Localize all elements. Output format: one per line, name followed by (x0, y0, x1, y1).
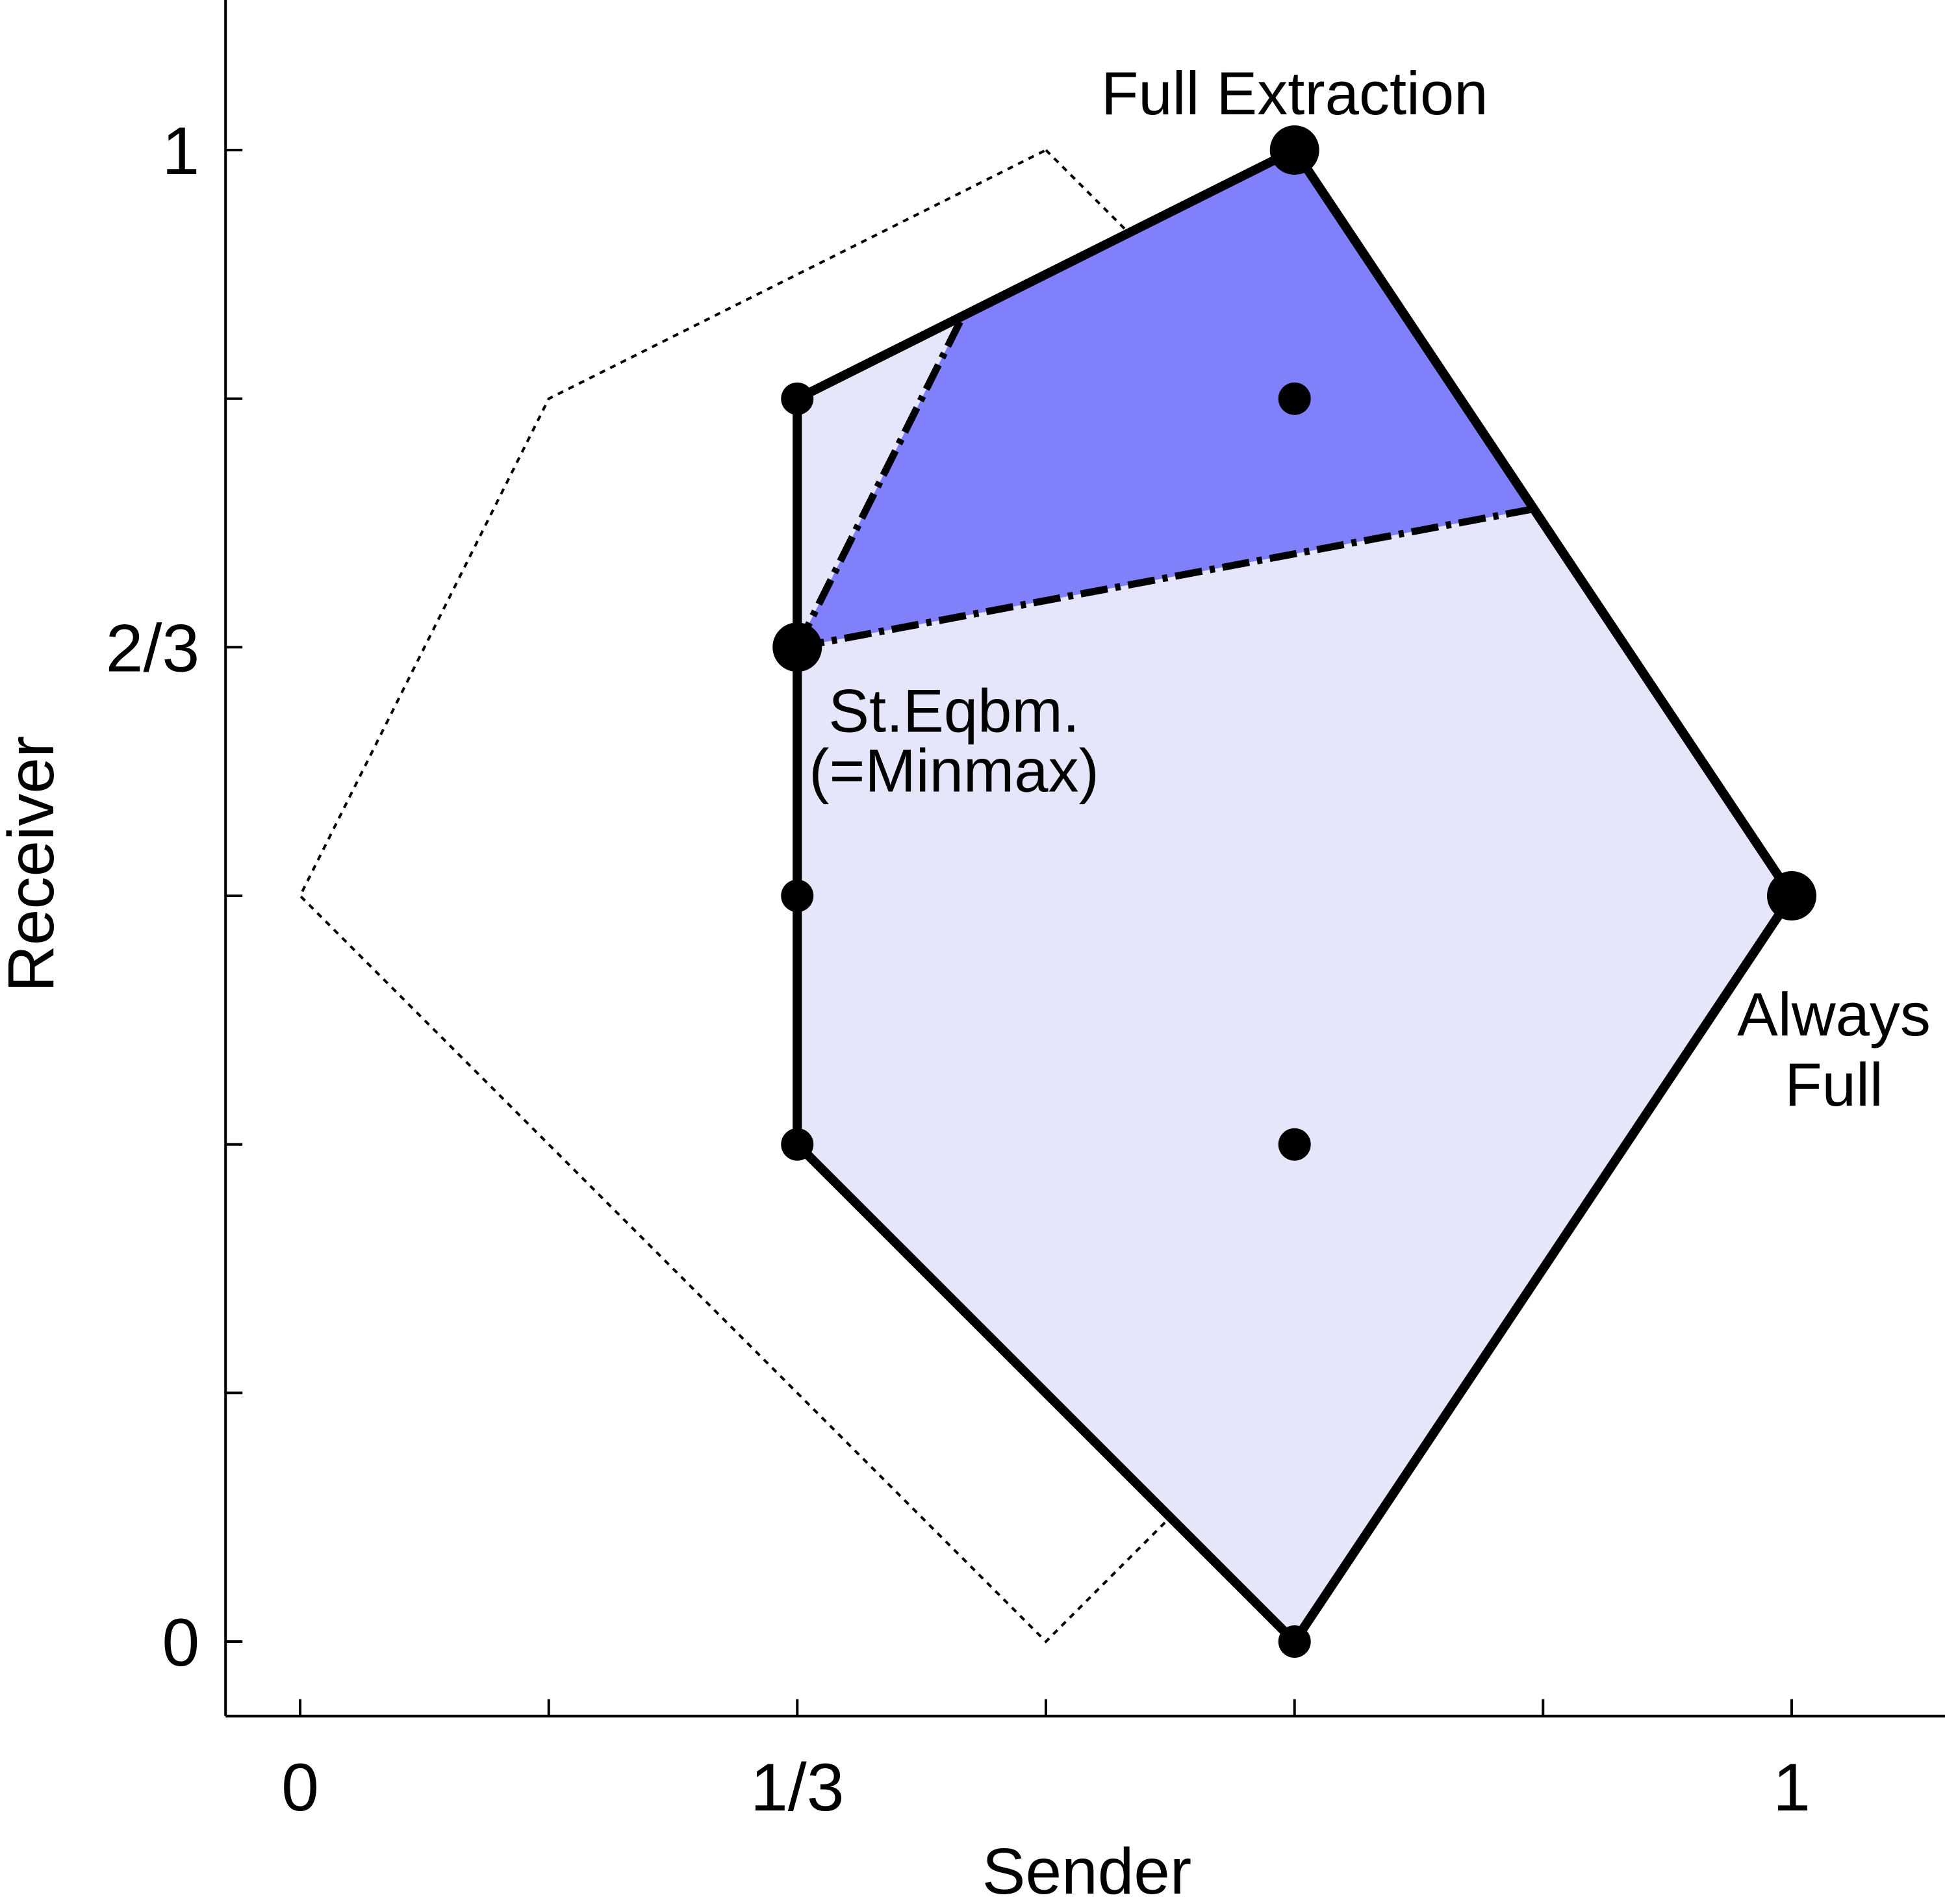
point-large-0 (1269, 125, 1319, 175)
point-small-4 (1278, 1128, 1311, 1161)
y-tick-label-4: 2/3 (106, 611, 200, 686)
point-small-1 (1278, 382, 1311, 415)
light-region-outline (793, 146, 1796, 1646)
dashdot-line-0 (794, 314, 967, 649)
x-ticks: 0 1/3 1 (281, 1699, 1811, 1825)
lines-layer (794, 314, 1535, 651)
x-tick-label-0: 0 (281, 1750, 319, 1825)
points-layer (772, 125, 1816, 1658)
axes-layer: 0 1/3 1 0 2/3 1 (106, 0, 1945, 1825)
x-axis-title: Sender (982, 1835, 1191, 1904)
annotation-2-line-1: Full (1785, 1050, 1883, 1119)
x-tick-label-2: 1/3 (750, 1750, 845, 1825)
point-large-2 (1767, 871, 1816, 920)
point-small-3 (781, 1128, 814, 1161)
annotations-layer: Full Extraction St.Eqbm.(=Minmax) AlwaysFu… (809, 59, 1931, 1119)
annotation-1-line-1: (=Minmax) (809, 736, 1099, 804)
annotation-2-line-0: Always (1737, 980, 1931, 1048)
x-tick-label-6: 1 (1773, 1750, 1811, 1825)
dark-filled-region-2 (797, 150, 1534, 648)
point-large-1 (772, 622, 822, 672)
y-axis-title: Receiver (0, 736, 68, 993)
annotation-0-line-0: Full Extraction (1101, 59, 1488, 127)
annotation-1-line-0: St.Eqbm. (828, 676, 1080, 744)
regions-layer (298, 146, 1796, 1646)
y-tick-label-0: 0 (162, 1605, 199, 1681)
y-ticks: 0 2/3 1 (106, 114, 243, 1681)
point-small-0 (781, 382, 814, 415)
y-tick-label-6: 1 (162, 114, 199, 189)
dashdot-line-1 (796, 505, 1535, 651)
labels-layer: Sender Receiver (0, 736, 1191, 1904)
point-small-5 (1278, 1625, 1311, 1658)
point-small-2 (781, 880, 814, 912)
